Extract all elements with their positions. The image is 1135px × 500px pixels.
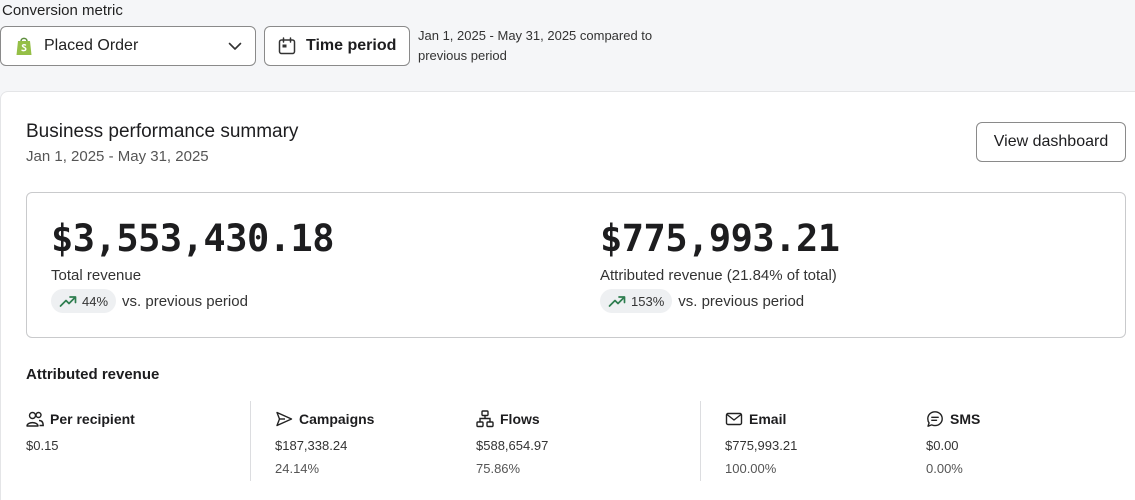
attributed-revenue-value: $775,993.21	[600, 217, 840, 260]
column-value: $588,654.97	[476, 438, 549, 453]
date-range-comparison: Jan 1, 2025 - May 31, 2025 compared to p…	[418, 28, 653, 63]
people-icon	[26, 411, 44, 427]
trend-percent: 153%	[631, 293, 665, 309]
column-divider	[250, 401, 251, 481]
conversion-metric-value: Placed Order	[44, 37, 139, 54]
conversion-metric-select[interactable]: Placed Order	[0, 26, 256, 66]
email-column: Email $775,993.21 100.00%	[725, 410, 925, 476]
time-period-label: Time period	[306, 37, 397, 54]
attributed-revenue-label: Attributed revenue (21.84% of total)	[600, 267, 837, 284]
column-value: $187,338.24	[275, 438, 348, 453]
send-icon	[276, 411, 293, 427]
comparison-text: vs. previous period	[678, 292, 805, 310]
trend-percent: 44%	[82, 293, 109, 309]
email-icon	[725, 412, 743, 426]
column-label: Campaigns	[299, 411, 375, 427]
column-value: $0.00	[926, 438, 959, 453]
column-label: SMS	[950, 411, 981, 427]
conversion-metric-label: Conversion metric	[2, 2, 123, 19]
comparison-text: vs. previous period	[122, 292, 248, 310]
card-date-range: Jan 1, 2025 - May 31, 2025	[26, 148, 209, 165]
attributed-revenue-trend: 153% vs. previous period	[600, 289, 804, 313]
time-period-button[interactable]: Time period	[264, 26, 410, 66]
column-percent: 100.00%	[725, 461, 777, 476]
column-divider	[700, 401, 701, 481]
shopify-bag-icon	[16, 37, 32, 55]
trend-up-icon	[608, 296, 626, 307]
column-percent: 0.00%	[926, 461, 963, 476]
flows-icon	[476, 410, 494, 428]
total-revenue-value: $3,553,430.18	[51, 217, 335, 260]
total-revenue-trend: 44% vs. previous period	[51, 289, 248, 313]
trend-badge: 153%	[600, 289, 673, 313]
view-dashboard-button[interactable]: View dashboard	[976, 122, 1126, 162]
flows-column: Flows $588,654.97 75.86%	[476, 410, 676, 476]
column-label: Email	[749, 411, 787, 427]
chevron-down-icon	[228, 42, 242, 50]
filter-bar: Conversion metric Placed Order Time peri…	[0, 0, 1135, 90]
sms-column: SMS $0.00 0.00%	[926, 410, 1126, 476]
column-percent: 75.86%	[476, 461, 521, 476]
sms-icon	[927, 411, 943, 427]
trend-up-icon	[59, 296, 77, 307]
total-revenue-label: Total revenue	[51, 267, 142, 284]
card-title: Business performance summary	[26, 121, 299, 142]
campaigns-column: Campaigns $187,338.24 24.14%	[275, 410, 475, 476]
column-label: Flows	[500, 411, 540, 427]
trend-badge: 44%	[51, 289, 117, 313]
revenue-stats-panel: $3,553,430.18 Total revenue 44% vs. prev…	[26, 192, 1126, 338]
column-percent: 24.14%	[275, 461, 320, 476]
calendar-icon	[278, 37, 296, 55]
attributed-revenue-heading: Attributed revenue	[26, 366, 160, 383]
column-label: Per recipient	[50, 411, 135, 427]
column-value: $775,993.21	[725, 438, 798, 453]
column-value: $0.15	[26, 438, 59, 453]
business-performance-card: Business performance summary Jan 1, 2025…	[0, 91, 1135, 500]
per-recipient-column: Per recipient $0.15	[26, 410, 226, 453]
